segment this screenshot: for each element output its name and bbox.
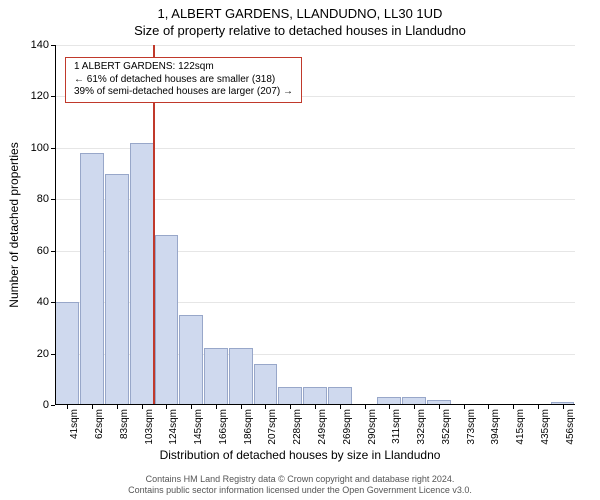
xtick-label: 311sqm <box>391 409 402 444</box>
annotation-line: 1 ALBERT GARDENS: 122sqm <box>74 61 293 74</box>
xtick-mark <box>92 405 93 409</box>
footer-attribution: Contains HM Land Registry data © Crown c… <box>0 474 600 497</box>
ytick-label: 20 <box>37 348 49 360</box>
xtick-label: 103sqm <box>144 409 155 445</box>
xtick-label: 352sqm <box>441 409 452 445</box>
x-axis-title: Distribution of detached houses by size … <box>0 448 600 462</box>
xtick-label: 186sqm <box>243 409 254 445</box>
xtick-label: 249sqm <box>317 409 328 445</box>
annotation-line: 39% of semi-detached houses are larger (… <box>74 86 293 99</box>
xtick-label: 290sqm <box>367 409 378 445</box>
bar <box>155 235 179 405</box>
xtick-mark <box>439 405 440 409</box>
xtick-mark <box>365 405 366 409</box>
title-line-2: Size of property relative to detached ho… <box>0 23 600 40</box>
ytick-label: 120 <box>31 90 49 102</box>
xtick-mark <box>563 405 564 409</box>
bar <box>254 364 278 405</box>
bar <box>130 143 154 405</box>
title-line-1: 1, ALBERT GARDENS, LLANDUDNO, LL30 1UD <box>0 6 600 23</box>
ytick-mark <box>51 405 55 406</box>
xtick-mark <box>315 405 316 409</box>
ytick-label: 140 <box>31 39 49 51</box>
xtick-label: 332sqm <box>416 409 427 445</box>
xtick-mark <box>216 405 217 409</box>
bar <box>328 387 352 405</box>
titles: 1, ALBERT GARDENS, LLANDUDNO, LL30 1UD S… <box>0 0 600 40</box>
xtick-label: 207sqm <box>267 409 278 445</box>
xtick-label: 41sqm <box>69 409 80 439</box>
bar <box>278 387 302 405</box>
xtick-mark <box>241 405 242 409</box>
ytick-label: 60 <box>37 245 49 257</box>
gridline <box>55 45 575 46</box>
xtick-mark <box>464 405 465 409</box>
xtick-label: 415sqm <box>515 409 526 445</box>
xtick-label: 456sqm <box>565 409 576 445</box>
ytick-label: 100 <box>31 142 49 154</box>
xtick-label: 62sqm <box>94 409 105 439</box>
bar <box>229 348 253 405</box>
xtick-label: 269sqm <box>342 409 353 445</box>
bar <box>179 315 203 405</box>
footer-line-2: Contains public sector information licen… <box>0 485 600 496</box>
bar <box>303 387 327 405</box>
xtick-mark <box>117 405 118 409</box>
bar <box>105 174 129 405</box>
xtick-label: 145sqm <box>193 409 204 445</box>
xtick-label: 124sqm <box>168 409 179 445</box>
xtick-mark <box>513 405 514 409</box>
xtick-label: 83sqm <box>119 409 130 439</box>
annotation-line: ← 61% of detached houses are smaller (31… <box>74 74 293 87</box>
bar <box>204 348 228 405</box>
xtick-label: 228sqm <box>292 409 303 445</box>
xtick-label: 373sqm <box>466 409 477 445</box>
bar <box>55 302 79 405</box>
ytick-label: 80 <box>37 193 49 205</box>
ytick-label: 0 <box>43 399 49 411</box>
annotation-box: 1 ALBERT GARDENS: 122sqm← 61% of detache… <box>65 57 302 103</box>
xtick-mark <box>142 405 143 409</box>
xtick-mark <box>340 405 341 409</box>
xtick-mark <box>414 405 415 409</box>
xtick-label: 394sqm <box>490 409 501 445</box>
chart-container: 1, ALBERT GARDENS, LLANDUDNO, LL30 1UD S… <box>0 0 600 500</box>
y-axis-line <box>55 45 56 405</box>
y-axis-title: Number of detached properties <box>7 142 21 307</box>
xtick-mark <box>538 405 539 409</box>
xtick-label: 435sqm <box>540 409 551 445</box>
plot-area: 02040608010012014041sqm62sqm83sqm103sqm1… <box>55 45 575 405</box>
xtick-label: 166sqm <box>218 409 229 445</box>
x-axis-line <box>55 404 575 405</box>
ytick-label: 40 <box>37 296 49 308</box>
bar <box>80 153 104 405</box>
footer-line-1: Contains HM Land Registry data © Crown c… <box>0 474 600 485</box>
